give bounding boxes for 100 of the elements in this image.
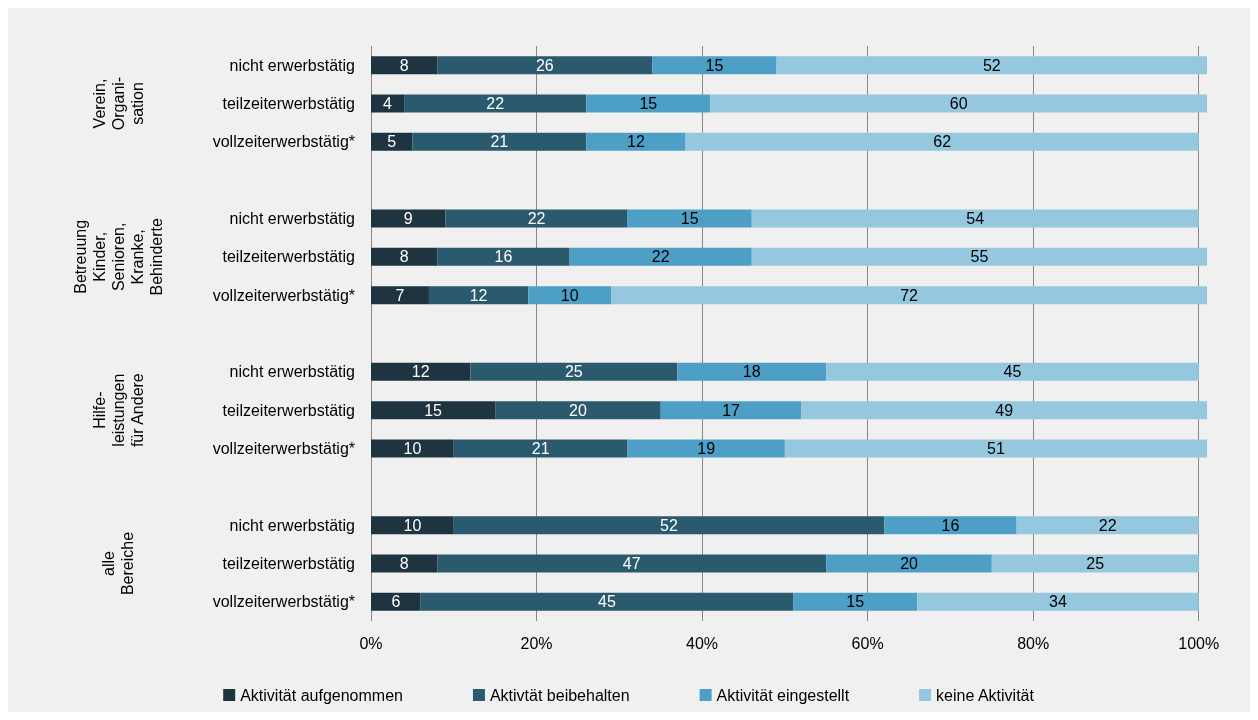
bar [627, 209, 752, 228]
y-tick-label: teilzeiterwerbstätig [222, 95, 355, 112]
y-tick-label: nicht erwerbstätig [229, 363, 355, 381]
legend-label: Aktivität eingestellt [716, 686, 850, 704]
data-label: 22 [527, 210, 546, 227]
legend-label: Aktivtät beibehalten [489, 686, 630, 704]
bar [371, 362, 471, 381]
data-label: 51 [987, 440, 1005, 457]
bar [1016, 516, 1199, 535]
data-label: 5 [387, 133, 397, 151]
data-label: 4 [383, 95, 393, 112]
bar [428, 286, 529, 305]
bar [437, 247, 570, 266]
data-label: 8 [399, 555, 409, 572]
bar [412, 132, 587, 151]
data-label: 10 [403, 516, 422, 534]
data-label: 6 [391, 593, 401, 611]
y-tick-label: teilzeiterwerbstätig [222, 555, 355, 572]
data-label: 8 [399, 248, 409, 266]
data-label: 62 [933, 133, 952, 151]
y-tick-label: vollzeiterwerbstätig* [212, 440, 355, 457]
bar [991, 554, 1199, 573]
bar [569, 247, 752, 266]
y-tick-label: teilzeiterwerbstätig [222, 401, 355, 419]
data-label: 49 [995, 401, 1014, 419]
x-tick-label: 100% [1178, 634, 1220, 652]
data-label: 12 [469, 286, 488, 304]
data-label: 12 [411, 363, 430, 381]
data-label: 47 [622, 555, 641, 572]
y-tick-label: nicht erwerbstätig [229, 210, 355, 227]
bar [420, 592, 794, 611]
data-label: 54 [966, 210, 985, 227]
data-label: 15 [424, 401, 443, 419]
data-label: 15 [705, 56, 724, 74]
y-tick-label: vollzeiterwerbstätig* [212, 593, 355, 611]
bar [371, 132, 413, 151]
data-label: 16 [941, 516, 960, 534]
bar [371, 56, 438, 75]
bar [437, 56, 653, 75]
bar [751, 247, 1207, 266]
data-label: 10 [560, 286, 579, 304]
data-label: 8 [399, 56, 409, 74]
data-label: 20 [900, 555, 919, 572]
data-label: 15 [846, 593, 865, 611]
data-label: 22 [651, 248, 670, 266]
data-label: 19 [697, 440, 716, 457]
bar [371, 286, 429, 305]
data-label: 20 [569, 401, 587, 419]
data-label: 15 [680, 210, 699, 227]
x-tick-label: 0% [359, 634, 383, 652]
bar [611, 286, 1207, 305]
bar [776, 56, 1207, 75]
x-tick-label: 20% [520, 634, 553, 652]
bar [371, 516, 454, 535]
data-label: 22 [486, 95, 505, 112]
bar [453, 516, 885, 535]
text: Hilfe- leistungen für Andere [90, 373, 146, 448]
bar [801, 401, 1207, 420]
bar [751, 209, 1199, 228]
y-tick-label: teilzeiterwerbstätig [222, 248, 355, 266]
text: alle Bereiche [100, 531, 136, 596]
data-label: 45 [1003, 363, 1022, 381]
bar [495, 401, 661, 420]
y-tick-label: nicht erwerbstätig [229, 56, 355, 74]
bar [793, 592, 918, 611]
bar [371, 247, 438, 266]
data-label: 17 [722, 401, 741, 419]
data-label: 18 [742, 363, 761, 381]
data-label: 55 [970, 248, 989, 266]
bar [371, 94, 405, 113]
x-tick-label: 40% [686, 634, 719, 652]
data-label: 25 [564, 363, 583, 381]
data-label: 21 [531, 440, 550, 457]
bar [371, 554, 438, 573]
data-label: 52 [982, 56, 1001, 74]
bar [371, 592, 421, 611]
data-label: 72 [900, 286, 919, 304]
data-label: 60 [949, 95, 968, 112]
bar [627, 439, 785, 458]
data-label: 26 [535, 56, 554, 74]
y-tick-label: vollzeiterwerbstätig* [212, 286, 355, 304]
y-tick-label: vollzeiterwerbstätig* [212, 133, 355, 151]
bar [470, 362, 678, 381]
bar [784, 439, 1207, 458]
bar [677, 362, 827, 381]
x-tick-label: 60% [851, 634, 884, 652]
text: Betreuung Kinder, Senioren, Kranke, Behinderte [71, 218, 165, 296]
data-label: 25 [1086, 555, 1105, 572]
bar [652, 56, 777, 75]
bar [685, 132, 1199, 151]
legend-label: keine Aktivität [936, 686, 1035, 704]
bar [528, 286, 612, 305]
data-label: 52 [660, 516, 678, 534]
legend-label: Aktivität aufgenommen [240, 686, 403, 704]
data-label: 21 [490, 133, 509, 151]
data-label: 9 [403, 210, 413, 227]
y-tick-label: nicht erwerbstätig [229, 516, 355, 534]
bar [826, 362, 1199, 381]
bar [917, 592, 1199, 611]
bar [404, 94, 587, 113]
